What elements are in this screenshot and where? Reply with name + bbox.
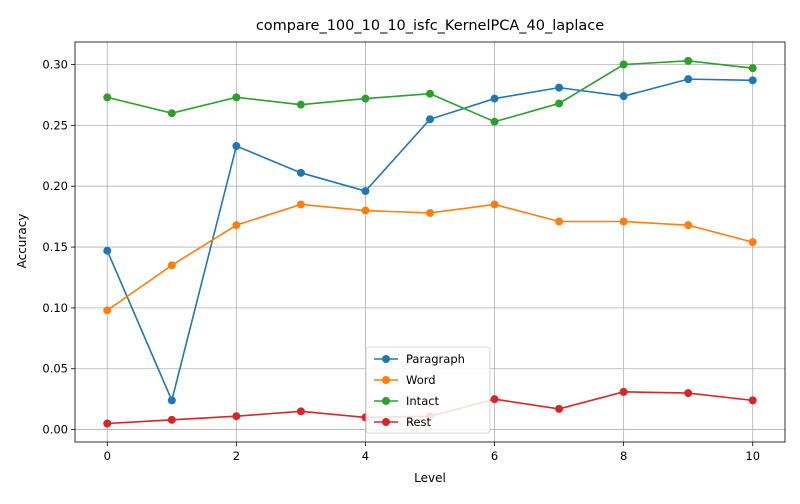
axes: 0 2 4 6 8 10 0.00 0.05 0.10 0.15 0.20 0.25 0.30	[42, 41, 786, 463]
data-point-intact	[684, 56, 693, 65]
data-point-rest	[296, 407, 305, 416]
data-point-paragraph	[167, 396, 176, 405]
x-tick-label: 10	[745, 449, 760, 463]
x-tick-label: 0	[104, 449, 111, 463]
legend-marker-rest	[382, 418, 390, 426]
data-point-word	[361, 206, 370, 215]
data-point-intact	[103, 93, 112, 102]
data-point-intact	[167, 109, 176, 118]
data-point-rest	[684, 389, 693, 398]
legend-marker-paragraph	[382, 355, 390, 363]
x-tick-label: 4	[362, 449, 369, 463]
legend-label-rest: Rest	[406, 415, 432, 429]
data-point-rest	[490, 395, 499, 404]
legend-label-paragraph: Paragraph	[406, 352, 465, 366]
x-tick-label: 8	[620, 449, 627, 463]
data-point-rest	[555, 404, 564, 413]
x-axis-label: Level	[414, 471, 446, 485]
legend-box	[365, 346, 491, 434]
data-point-rest	[167, 415, 176, 424]
data-point-intact	[555, 99, 564, 108]
y-tick-label: 0.05	[42, 362, 68, 376]
data-point-intact	[426, 89, 434, 98]
y-tick-label: 0.25	[42, 118, 68, 132]
data-point-word	[296, 200, 305, 209]
x-tick-label: 2	[233, 449, 240, 463]
data-point-paragraph	[555, 83, 564, 92]
data-point-paragraph	[619, 92, 628, 101]
legend: Paragraph Word Intact Rest	[365, 346, 491, 434]
y-axis-label: Accuracy	[15, 214, 29, 269]
legend-label-word: Word	[406, 373, 436, 387]
data-point-paragraph	[361, 187, 370, 196]
data-point-word	[555, 217, 564, 226]
data-point-word	[103, 306, 112, 315]
data-point-intact	[619, 60, 628, 69]
data-point-intact	[490, 117, 499, 126]
data-point-intact	[232, 93, 241, 102]
data-point-intact	[296, 100, 305, 109]
data-point-rest	[103, 419, 112, 428]
data-point-rest	[748, 396, 757, 405]
data-point-paragraph	[426, 115, 434, 124]
data-point-word	[684, 221, 693, 230]
y-tick-label: 0.00	[42, 423, 68, 437]
legend-marker-intact	[382, 397, 390, 405]
data-point-word	[619, 217, 628, 226]
data-point-paragraph	[296, 168, 305, 177]
data-point-rest	[232, 412, 241, 421]
x-tick-label: 6	[491, 449, 498, 463]
y-tick-label: 0.30	[42, 58, 68, 72]
data-point-word	[748, 238, 757, 247]
data-point-paragraph	[490, 94, 499, 103]
y-tick-label: 0.20	[42, 179, 68, 193]
data-point-paragraph	[684, 75, 693, 84]
data-point-rest	[619, 387, 628, 396]
legend-label-intact: Intact	[406, 394, 440, 408]
legend-marker-word	[382, 376, 390, 384]
data-point-paragraph	[103, 246, 112, 255]
data-point-paragraph	[748, 76, 757, 85]
data-point-word	[232, 221, 241, 230]
data-point-word	[426, 208, 434, 217]
grid	[75, 42, 785, 442]
plot-frame	[74, 41, 786, 443]
y-tick-label: 0.15	[42, 240, 68, 254]
data-point-intact	[748, 64, 757, 73]
chart-title: compare_100_10_10_isfc_KernelPCA_40_lapl…	[256, 18, 604, 34]
y-tick-label: 0.10	[42, 301, 68, 315]
data-point-word	[167, 261, 176, 270]
data-point-word	[490, 200, 499, 209]
series-group	[103, 56, 757, 428]
data-point-intact	[361, 94, 370, 103]
data-point-paragraph	[232, 142, 241, 151]
